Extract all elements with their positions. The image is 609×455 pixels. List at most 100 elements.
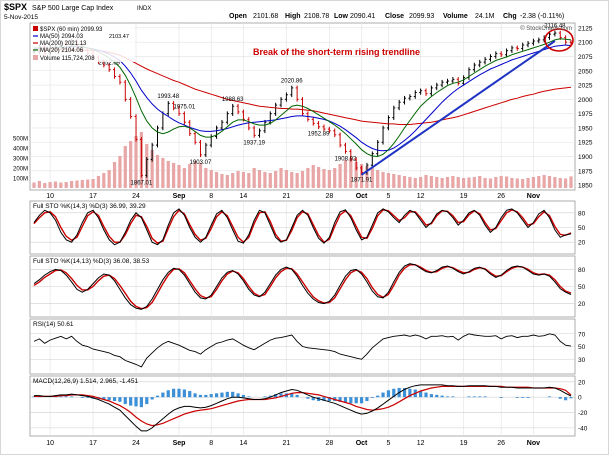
macd-tick-label: 0 (578, 395, 582, 402)
volume-bar (209, 170, 213, 188)
volume-bar (290, 172, 294, 188)
break-circle (544, 28, 574, 52)
volume-bar (515, 178, 519, 188)
macd-histogram-bar (424, 392, 428, 398)
macd-histogram-bar (338, 397, 342, 402)
volume-bar (236, 171, 240, 188)
price-tick-label: 2075 (578, 54, 593, 61)
volume-bar (370, 168, 374, 188)
volume-bar (204, 168, 208, 188)
volume-bar (134, 136, 138, 188)
high-value: 2108.78 (304, 13, 329, 20)
x-tick-label-top: 5 (386, 193, 390, 200)
sto-fast-d-line (33, 209, 572, 245)
macd-histogram-bar (521, 397, 525, 398)
price-tick-label: 1900 (578, 154, 593, 161)
volume-bar (376, 170, 380, 188)
macd-histogram-bar (472, 396, 476, 398)
legend-ma200: MA(200) 2021.13 (40, 41, 87, 47)
x-tick-label-bottom: 19 (460, 440, 468, 447)
price-point-label: 1871.91 (351, 178, 373, 184)
macd-histogram-bar (80, 397, 84, 398)
volume-bar (392, 174, 396, 188)
macd-histogram-bar (182, 389, 186, 398)
price-tick-label: 2100 (578, 40, 593, 47)
volume-bar (542, 175, 546, 188)
x-tick-label-top: 28 (325, 193, 333, 200)
volume-bar (349, 158, 353, 188)
macd-histogram-bar (193, 393, 197, 398)
macd-histogram-bar (177, 388, 181, 398)
macd-histogram-bar (327, 397, 331, 402)
sto-fast-k-line (33, 208, 572, 246)
volume-bar (279, 168, 283, 188)
price-tick-label: 2125 (578, 25, 593, 32)
macd-histogram-bar (161, 392, 165, 398)
price-tick-label: 1950 (578, 125, 593, 132)
x-tick-label-top: 12 (417, 193, 425, 200)
x-tick-label-bottom: 8 (209, 440, 213, 447)
volume-bar (198, 163, 203, 188)
macd-histogram-bar (209, 394, 213, 398)
legend-swatch-price (33, 26, 38, 31)
volume-bar (247, 173, 251, 188)
x-tick-label-top: 17 (89, 193, 97, 200)
volume-bar (317, 167, 321, 188)
sto-fast-title: Full STO %K(14,3) %D(3) 36.99, 39.29 (33, 203, 146, 210)
volume-bar (488, 178, 493, 188)
volume-bar (343, 160, 348, 188)
macd-histogram-bar (392, 388, 396, 398)
x-tick-label-bottom: 17 (89, 440, 97, 447)
legend-ma50-last: 2103.47 (109, 34, 129, 40)
osc-tick-label: 20 (578, 301, 586, 308)
volume-bar (123, 146, 127, 188)
volume-bar (397, 175, 401, 188)
volume-bar (537, 176, 541, 188)
volume-tick-label: 500M (13, 137, 28, 143)
chg-value: -2.38 (-0.11%) (520, 13, 564, 20)
macd-histogram-bar (247, 396, 251, 398)
macd-histogram-bar (515, 397, 519, 398)
macd-histogram-bar (370, 397, 374, 398)
volume-bar (193, 161, 197, 188)
volume-bar (161, 158, 165, 188)
macd-histogram-bar (188, 391, 192, 398)
x-tick-label-top: Sep (173, 193, 186, 200)
osc-tick-label: 80 (578, 267, 586, 274)
tick-layer: 2125210020752050202520001975195019251900… (13, 25, 593, 447)
ma50-line (33, 44, 572, 152)
x-tick-label-bottom: Nov (527, 440, 540, 447)
legend-swatch-volume (33, 55, 38, 60)
macd-histogram-bar (569, 397, 573, 399)
osc-tick-label: 70 (578, 331, 586, 338)
macd-histogram-bar (547, 396, 552, 398)
rsi-line (33, 333, 572, 368)
price-legend: $SPX (60 min) 2099.93 MA(50) 2094.03 210… (31, 24, 135, 62)
macd-histogram-bar (172, 388, 176, 398)
volume-bar (435, 177, 439, 188)
volume-bar (220, 174, 224, 188)
macd-tick-label: -20 (578, 410, 588, 417)
macd-histogram-bar (263, 396, 267, 398)
osc-tick-label: 50 (578, 344, 586, 351)
price-point-label: 2020.86 (281, 78, 303, 84)
volume-bar (37, 181, 41, 188)
volume-bar (365, 166, 369, 188)
volume-bar (274, 171, 278, 188)
symbol-label: $SPX (4, 2, 27, 12)
price-point-label: 1952.89 (308, 131, 330, 137)
sto-slow-title: Full STO %K(14,13) %D(3) 36.08, 38.53 (33, 258, 150, 265)
macd-histogram-bar (129, 397, 133, 406)
volume-bar (231, 173, 235, 188)
x-tick-label-top: 26 (497, 193, 505, 200)
volume-bar (241, 172, 246, 188)
volume-bar (225, 175, 229, 188)
macd-histogram-bar (107, 397, 111, 401)
x-tick-label-bottom: Oct (356, 440, 368, 447)
legend-ma20: MA(20) 2104.06 (40, 48, 84, 54)
macd-histogram-bar (59, 396, 63, 398)
volume-bar (424, 175, 428, 188)
volume-bar (188, 164, 192, 188)
volume-bar (472, 177, 476, 188)
volume-bar (483, 178, 487, 188)
